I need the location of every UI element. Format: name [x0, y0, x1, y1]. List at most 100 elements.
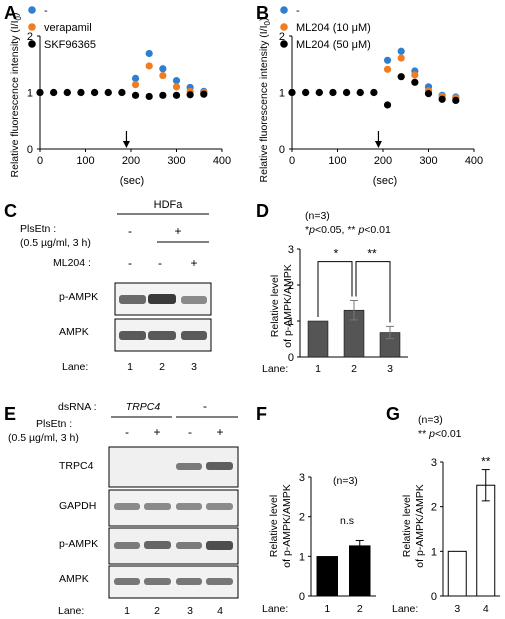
- legend-label: verapamil: [44, 22, 92, 34]
- lane-label-d: Lane:: [262, 363, 288, 375]
- sign-e-3: -: [188, 425, 192, 439]
- sig-bracket: [317, 261, 353, 317]
- data-point: [315, 88, 323, 97]
- data-point: [159, 65, 167, 73]
- lane-number: 3: [387, 363, 393, 375]
- x-tick-label: 100: [76, 155, 94, 167]
- blot-label-ampk-e: AMPK: [59, 573, 89, 585]
- p-note-d: *p<0.05, ** p<0.01: [305, 224, 391, 236]
- y-tick-label: 2: [299, 512, 305, 524]
- panel-letter-a: A: [4, 3, 17, 23]
- y-tick-label: 0: [299, 591, 305, 603]
- y-tick-label: 1: [279, 88, 285, 100]
- data-point: [118, 88, 126, 97]
- band: [181, 331, 207, 340]
- legend-label: ML204 (50 μM): [296, 39, 371, 51]
- y-tick-label: 2: [27, 31, 33, 43]
- sig-marker: **: [481, 455, 491, 469]
- legend-marker: [28, 23, 36, 31]
- y-tick-label: 0: [431, 591, 437, 603]
- y-tick-label: 2: [288, 280, 294, 292]
- lane-number: 2: [357, 603, 363, 615]
- bar: [447, 550, 467, 597]
- ylabel-b: Relative fluorescence intensity (I/I0): [258, 18, 272, 183]
- data-point: [186, 91, 194, 99]
- data-point: [411, 78, 419, 86]
- arrow-head: [122, 141, 130, 148]
- band: [206, 541, 233, 550]
- lane-c-1: 1: [127, 361, 133, 373]
- ylabel-d-1: Relative level: [269, 275, 281, 337]
- panel-a: A - verapamil SKF96365 Relative fluorescen…: [4, 3, 231, 187]
- legend-label: -: [296, 5, 300, 17]
- sign-e-4: +: [216, 425, 223, 439]
- lane-e-2: 2: [154, 605, 160, 617]
- band: [176, 578, 202, 585]
- band: [144, 541, 171, 549]
- panel-f: F (n=3) n.s Relative level of p-AMPK/AMP…: [256, 404, 376, 615]
- n-note-f: (n=3): [333, 475, 358, 487]
- lane-number: 4: [483, 603, 489, 615]
- lane-number: 3: [454, 603, 460, 615]
- bar: [349, 545, 371, 597]
- legend-marker: [28, 6, 36, 14]
- band: [148, 294, 176, 304]
- data-point: [397, 54, 405, 62]
- data-point: [370, 88, 378, 97]
- ylabel-a: Relative fluorescence intensity (I/I0): [9, 13, 23, 178]
- sign-e-1: -: [125, 425, 129, 439]
- band: [144, 578, 171, 585]
- sig-bracket: [355, 261, 391, 323]
- y-tick-label: 1: [27, 88, 33, 100]
- panel-letter-b: B: [256, 3, 269, 23]
- blot-label-gapdh: GAPDH: [59, 500, 96, 512]
- sig-marker: **: [367, 247, 377, 261]
- lane-e-1: 1: [124, 605, 130, 617]
- y-tick-label: 3: [299, 472, 305, 484]
- xlabel-b: (sec): [373, 175, 397, 187]
- data-point: [131, 91, 140, 99]
- lane-c-3: 3: [191, 361, 197, 373]
- legend-marker: [280, 23, 288, 31]
- band: [176, 463, 202, 470]
- treatment-label-c: PlsEtn :: [20, 223, 56, 235]
- bar: [307, 320, 329, 358]
- data-point: [77, 88, 85, 97]
- legend-marker: [28, 40, 36, 48]
- sign-c-2: +: [174, 224, 181, 238]
- band: [148, 331, 176, 340]
- bar: [476, 484, 496, 597]
- band: [114, 578, 140, 585]
- treatment-label-e: PlsEtn :: [36, 418, 72, 430]
- data-point: [343, 88, 351, 97]
- x-tick-label: 0: [37, 155, 43, 167]
- band: [144, 503, 171, 510]
- ns-label-f: n.s: [340, 515, 354, 527]
- data-point: [452, 96, 460, 105]
- x-tick-label: 100: [328, 155, 346, 167]
- data-point: [172, 91, 181, 99]
- data-point: [63, 88, 71, 97]
- bar: [316, 556, 338, 597]
- data-point: [411, 71, 419, 79]
- band: [119, 331, 146, 340]
- ylabel-d-2: of p-AMPK/AMPK: [282, 264, 294, 347]
- panel-c: C HDFa PlsEtn : (0.5 µg/ml, 3 h) - + ML2…: [4, 199, 212, 373]
- axes-a: 0 100 200 300 400 0 1 2: [27, 31, 231, 167]
- panel-d: D (n=3) *p<0.05, ** p<0.01 Relative leve…: [256, 201, 408, 375]
- legend-label: -: [44, 5, 48, 17]
- data-point: [91, 88, 99, 97]
- ylabel-g-2: of p-AMPK/AMPK: [414, 484, 426, 567]
- panel-letter-e: E: [4, 404, 16, 424]
- lane-number: 2: [351, 363, 357, 375]
- band: [176, 542, 202, 549]
- ylabel-f-1: Relative level: [268, 495, 280, 557]
- legend-label: SKF96365: [44, 39, 96, 51]
- lane-number: 1: [324, 603, 330, 615]
- panel-letter-d: D: [256, 201, 269, 221]
- data-point: [159, 91, 167, 99]
- band: [206, 578, 233, 585]
- bands-e: [114, 462, 233, 585]
- x-tick-label: 200: [374, 155, 392, 167]
